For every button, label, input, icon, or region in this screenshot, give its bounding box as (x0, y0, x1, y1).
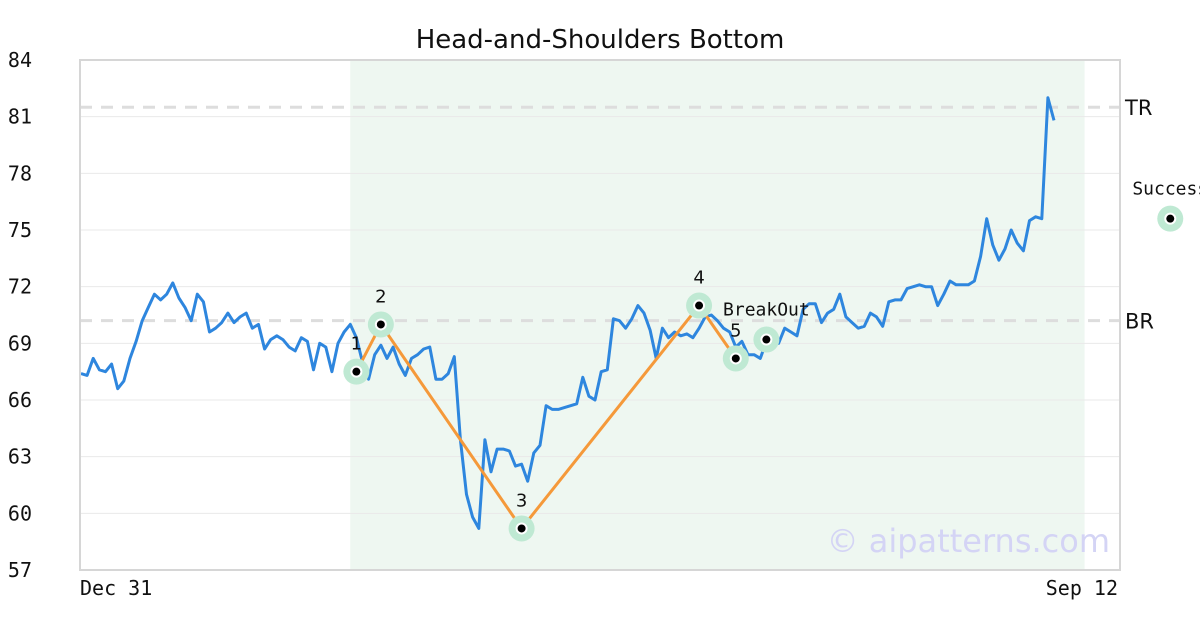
y-tick-label: 72 (8, 275, 32, 299)
pattern-point-label: 1 (351, 334, 362, 355)
annotation-point-dot (760, 333, 773, 346)
price-line (80, 96, 1056, 530)
annotation-point-dot (1164, 212, 1177, 225)
y-tick-label: 69 (8, 331, 32, 355)
axis-labels: 57 60 63 66 69 72 75 78 81 84 Dec 31 Sep 12 TR BR (8, 48, 1154, 600)
annotation-label: Success (1132, 179, 1200, 200)
pattern-point-dot (374, 318, 387, 331)
annotation-label: BreakOut (723, 300, 810, 321)
level-lines (80, 105, 1120, 323)
y-tick-label: 57 (8, 558, 32, 582)
price-series (80, 96, 1056, 530)
y-tick-label: 60 (8, 501, 32, 525)
gridlines (80, 116, 1120, 514)
y-tick-label: 84 (8, 48, 32, 72)
chart-title: Head-and-Shoulders Bottom (416, 25, 785, 55)
pattern-point-label: 4 (693, 268, 704, 289)
y-tick-label: 66 (8, 388, 32, 412)
pattern-point-dot (515, 522, 528, 535)
y-tick-label: 81 (8, 105, 32, 129)
pattern-point-label: 3 (516, 490, 527, 511)
level-label: TR (1124, 96, 1152, 120)
plot-frame (79, 59, 1121, 571)
pattern-point-label: 2 (375, 286, 386, 307)
pattern-point-dot (693, 299, 706, 312)
pattern-point-dot (729, 352, 742, 365)
y-tick-label: 75 (8, 218, 32, 242)
watermark: © aipatterns.com (827, 522, 1110, 560)
x-tick-label: Sep 12 (1046, 576, 1118, 600)
x-tick-label: Dec 31 (80, 576, 152, 600)
y-tick-label: 78 (8, 161, 32, 185)
y-tick-label: 63 (8, 445, 32, 469)
pattern-region-layer (350, 60, 1085, 570)
pattern-region (350, 60, 1085, 570)
pattern-point-dot (350, 365, 363, 378)
level-label: BR (1125, 310, 1154, 334)
pattern-point-label: 5 (730, 320, 741, 341)
